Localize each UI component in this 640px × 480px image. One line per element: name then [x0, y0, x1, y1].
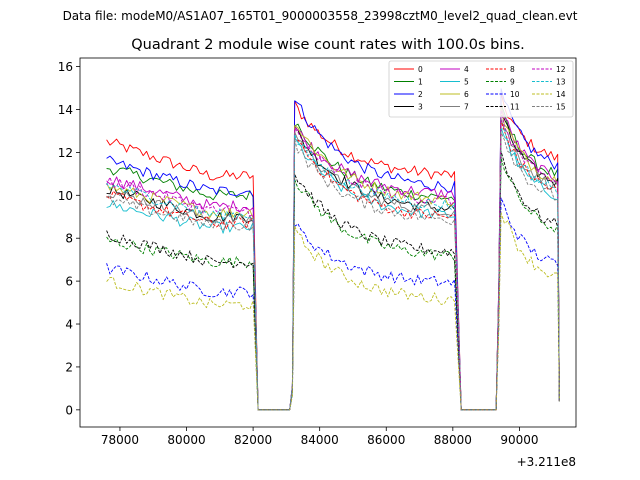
series-line-6	[106, 107, 560, 411]
legend-label-0: 0	[418, 65, 423, 74]
series-line-4	[106, 106, 560, 411]
x-tick-label: 86000	[367, 433, 405, 447]
y-tick-label: 10	[58, 189, 73, 203]
y-tick-label: 8	[65, 232, 73, 246]
x-tick-label: 80000	[167, 433, 205, 447]
legend-label-14: 14	[556, 90, 566, 99]
legend-label-6: 6	[464, 90, 469, 99]
plot-frame	[79, 57, 577, 428]
chart-title: Quadrant 2 module wise count rates with …	[131, 37, 525, 53]
x-tick-label: 82000	[234, 433, 272, 447]
series-line-13	[106, 128, 560, 411]
legend-label-4: 4	[464, 65, 469, 74]
x-offset-label: +3.211e8	[517, 455, 576, 469]
y-tick-label: 4	[65, 318, 73, 332]
legend-label-2: 2	[418, 90, 423, 99]
x-tick-label: 88000	[434, 433, 472, 447]
series-line-11	[106, 150, 560, 411]
legend-label-13: 13	[556, 78, 566, 87]
plot-series-group	[106, 88, 560, 411]
series-line-14	[106, 212, 560, 411]
legend-label-12: 12	[556, 65, 566, 74]
y-tick-label: 2	[65, 360, 73, 374]
figure-suptitle: Data file: modeM0/AS1A07_165T01_90000035…	[63, 9, 578, 23]
legend-label-1: 1	[418, 78, 423, 87]
series-line-3	[106, 114, 560, 411]
y-tick-label: 0	[65, 403, 73, 417]
series-line-5	[106, 127, 560, 411]
legend-label-8: 8	[510, 65, 515, 74]
series-line-9	[106, 157, 560, 411]
legend-label-15: 15	[556, 103, 566, 112]
y-tick-label: 6	[65, 275, 73, 289]
y-tick-label: 14	[58, 103, 73, 117]
series-line-7	[106, 118, 560, 411]
x-tick-label: 84000	[301, 433, 339, 447]
legend-label-10: 10	[510, 90, 520, 99]
y-tick-label: 12	[58, 146, 73, 160]
y-axis: 0 2 4 6 8 10 12 14 16	[58, 60, 80, 417]
series-line-0	[106, 92, 560, 411]
legend-label-7: 7	[464, 103, 469, 112]
y-tick-label: 16	[58, 60, 73, 74]
series-line-15	[106, 131, 560, 411]
legend-label-5: 5	[464, 78, 469, 87]
series-line-8	[106, 120, 560, 411]
legend-label-11: 11	[510, 103, 520, 112]
series-line-10	[106, 197, 560, 411]
legend-label-9: 9	[510, 78, 515, 87]
legend-box	[388, 60, 574, 118]
x-tick-label: 90000	[500, 433, 538, 447]
legend-label-3: 3	[418, 103, 423, 112]
series-line-12	[106, 109, 560, 411]
x-tick-label: 78000	[101, 433, 139, 447]
x-axis: 78000 80000 82000 84000 86000 88000 90000	[101, 427, 539, 447]
series-line-2	[106, 88, 560, 411]
